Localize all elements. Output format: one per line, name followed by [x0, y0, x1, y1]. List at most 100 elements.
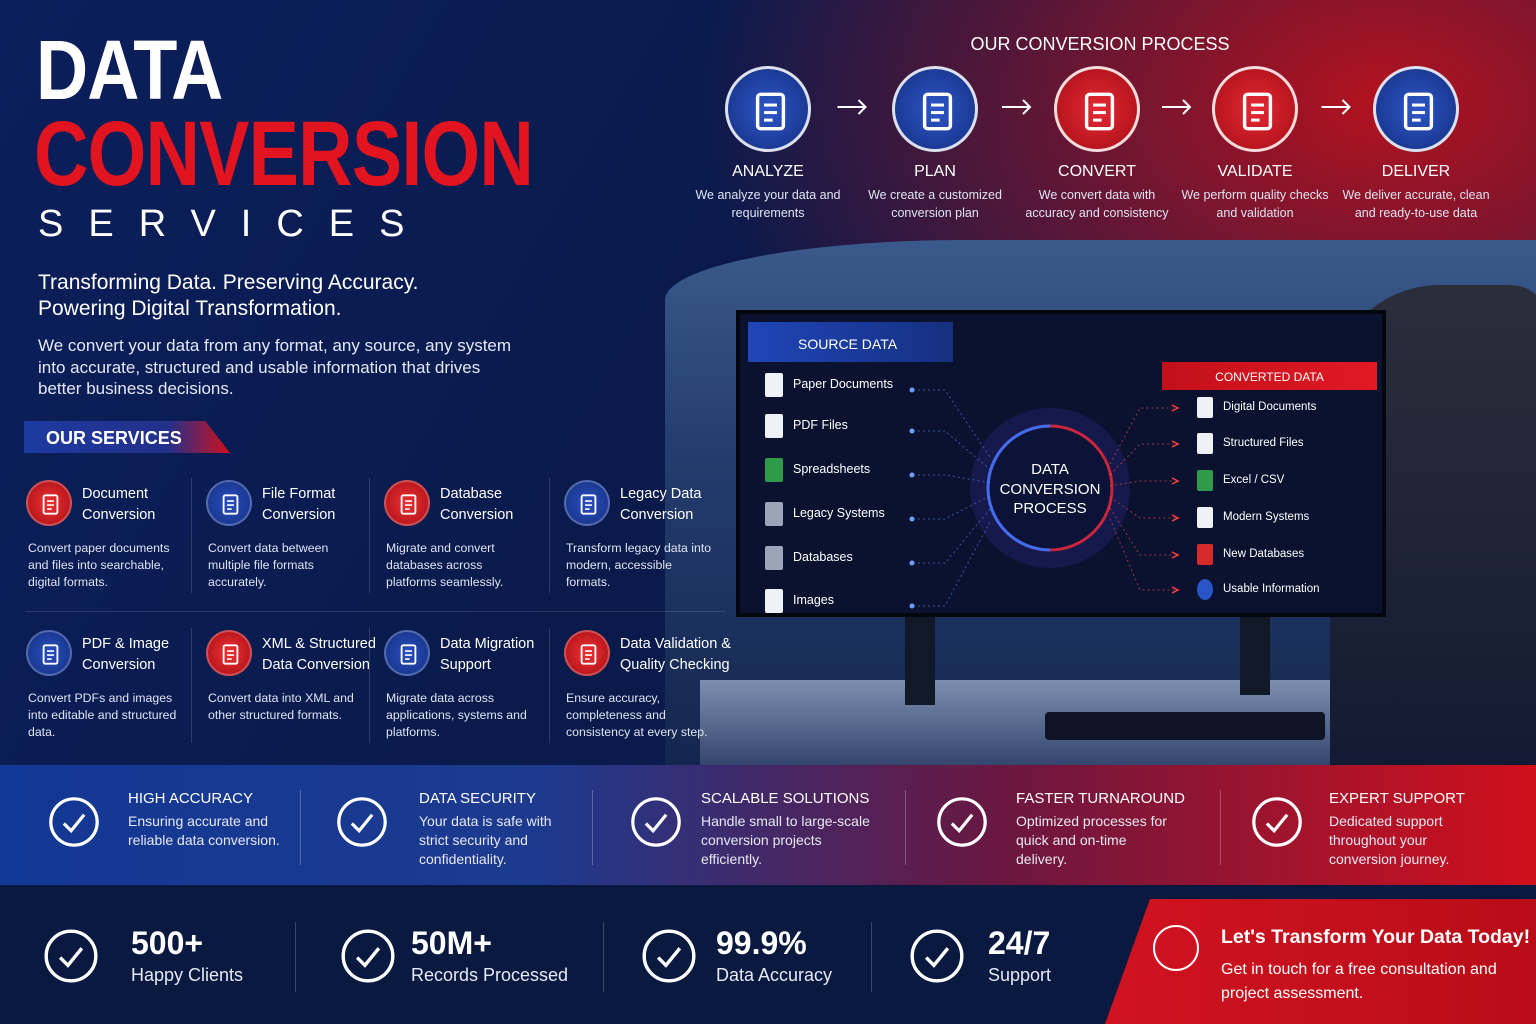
step-description: We perform quality checks and validation: [1181, 188, 1329, 220]
wire: [1109, 480, 1175, 487]
feature-description: Dedicated support throughout your conver…: [1329, 813, 1450, 867]
icon: [384, 480, 430, 526]
icon: [26, 630, 72, 676]
wire: [913, 495, 991, 520]
stat-value: 50M+: [411, 925, 492, 961]
icon-glyph: [1403, 92, 1433, 130]
screen-heading-bar: [748, 322, 953, 362]
file-icon: [765, 458, 783, 482]
arrow: [1002, 99, 1032, 115]
description: We convert your data from any format, an…: [38, 336, 512, 398]
arrow: [1321, 99, 1351, 115]
step-description: We convert data with accuracy and consis…: [1025, 188, 1169, 220]
arrow: [837, 99, 867, 115]
icon-glyph: [580, 493, 596, 515]
service-title: Legacy Data Conversion: [620, 486, 702, 523]
icon: [564, 630, 610, 676]
stat-label: Records Processed: [411, 965, 569, 985]
icon-glyph: [755, 92, 785, 130]
output-item: Usable Information: [1223, 583, 1320, 595]
icon: [1212, 66, 1298, 152]
service-description: Migrate and convert databases across pla…: [386, 541, 504, 589]
icon: [206, 480, 252, 526]
file-icon: [1197, 507, 1213, 528]
source-item: PDF Files: [793, 418, 848, 432]
icon-glyph: [1084, 92, 1114, 130]
tagline: Transforming Data. Preserving Accuracy.: [38, 271, 419, 294]
wire: [1109, 443, 1175, 476]
divider: [191, 628, 192, 743]
divider: [369, 628, 370, 743]
divider: [871, 922, 872, 992]
source-item: Legacy Systems: [793, 506, 885, 520]
monitor-stand: [905, 615, 935, 705]
icon: [1252, 797, 1302, 847]
wire: [1109, 407, 1175, 465]
phone-icon: [1153, 925, 1199, 971]
wire: [1109, 507, 1175, 556]
feature-title: DATA SECURITY: [419, 790, 536, 807]
service-title: XML & Structured Data Conversion: [262, 636, 376, 673]
source-item: Spreadsheets: [793, 462, 871, 476]
service-title: Document Conversion: [82, 486, 156, 523]
section-heading: OUR CONVERSION PROCESS: [970, 34, 1230, 54]
icon-glyph: [42, 643, 58, 665]
file-icon: [1197, 544, 1213, 565]
step-description: We create a customized conversion plan: [868, 188, 1002, 220]
icon-glyph: [400, 643, 416, 665]
service-description: Ensure accuracy, completeness and consis…: [566, 691, 708, 739]
icon-glyph: [222, 493, 238, 515]
output-item: Digital Documents: [1223, 401, 1317, 413]
title-line: CONVERSION: [34, 103, 534, 205]
icon: [725, 66, 811, 152]
wire: [913, 521, 991, 607]
stat-value: 99.9%: [716, 925, 807, 961]
divider: [191, 478, 192, 593]
service-description: Convert PDFs and images into editable an…: [28, 691, 177, 739]
step-title: ANALYZE: [732, 163, 804, 180]
section-heading: OUR SERVICES: [46, 428, 182, 448]
stat-label: Support: [988, 965, 1052, 985]
section-tab: [24, 421, 230, 453]
screen-heading: CONVERTED DATA: [1215, 370, 1324, 384]
icon: [564, 480, 610, 526]
icon: [910, 929, 964, 983]
wire: [913, 508, 991, 564]
source-item: Images: [793, 593, 834, 607]
service-title: File Format Conversion: [262, 486, 336, 523]
wire-dot: [909, 428, 915, 434]
icon: [26, 480, 72, 526]
wire-arrow: [1171, 440, 1180, 448]
service-description: Convert data between multiple file forma…: [208, 541, 329, 589]
output-item: Excel / CSV: [1223, 474, 1285, 486]
wire-arrow: [1171, 551, 1180, 559]
screen-heading: SOURCE DATA: [798, 336, 898, 352]
file-icon: [765, 414, 783, 438]
stat-value: 500+: [131, 925, 204, 961]
wire-dot: [909, 387, 915, 393]
icon: [337, 797, 387, 847]
feature-description: Ensuring accurate and reliable data conv…: [128, 813, 280, 848]
file-icon: [1197, 579, 1213, 600]
file-icon: [1197, 470, 1213, 491]
wire-dot: [909, 560, 915, 566]
divider: [592, 790, 593, 865]
stat-label: Happy Clients: [131, 965, 244, 985]
feature-description: Optimized processes for quick and on-tim…: [1016, 813, 1167, 867]
tagline: Powering Digital Transformation.: [38, 297, 342, 320]
monitor-stand: [1240, 615, 1270, 695]
icon-glyph: [922, 92, 952, 130]
cta-text: Get in touch for a free consultation and…: [1221, 961, 1497, 1002]
stat-label: Data Accuracy: [716, 965, 833, 985]
output-item: Structured Files: [1223, 437, 1304, 449]
divider: [549, 478, 550, 593]
icon: [631, 797, 681, 847]
feature-title: EXPERT SUPPORT: [1329, 790, 1465, 807]
cta-title: Let's Transform Your Data Today!: [1221, 926, 1531, 948]
output-item: Modern Systems: [1223, 511, 1310, 523]
step-description: We analyze your data and requirements: [695, 188, 841, 220]
wire-dot: [909, 516, 915, 522]
stat-value: 24/7: [988, 925, 1051, 961]
